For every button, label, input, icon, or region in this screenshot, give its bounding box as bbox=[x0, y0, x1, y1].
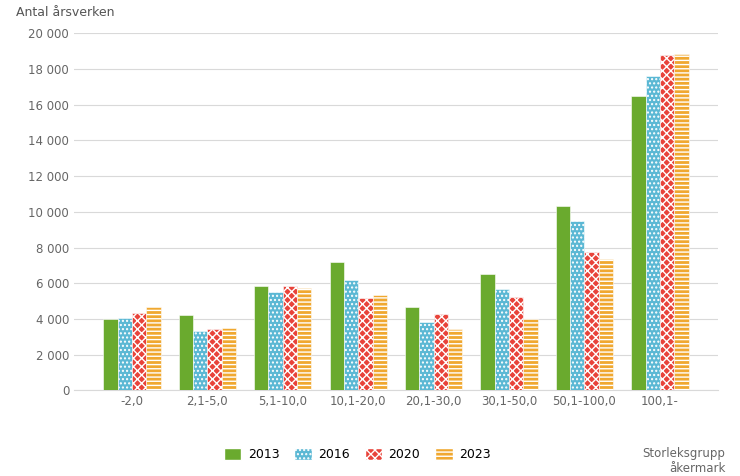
Bar bbox=[283, 286, 297, 390]
Bar bbox=[570, 221, 585, 390]
Bar bbox=[147, 307, 161, 390]
Bar bbox=[405, 307, 420, 390]
Bar bbox=[674, 54, 688, 390]
Bar bbox=[645, 76, 660, 390]
Bar bbox=[118, 318, 132, 390]
Bar bbox=[132, 313, 147, 390]
Bar bbox=[495, 288, 509, 390]
Bar bbox=[269, 292, 283, 390]
Legend: 2013, 2016, 2020, 2023: 2013, 2016, 2020, 2023 bbox=[219, 443, 496, 466]
Bar bbox=[420, 322, 434, 390]
Bar bbox=[631, 96, 645, 390]
Bar bbox=[178, 315, 193, 390]
Bar bbox=[297, 288, 312, 390]
Bar bbox=[222, 328, 236, 390]
Bar bbox=[509, 297, 523, 390]
Bar bbox=[358, 298, 372, 390]
Bar bbox=[448, 329, 462, 390]
Bar bbox=[372, 295, 387, 390]
Bar bbox=[556, 207, 570, 390]
Bar bbox=[480, 274, 495, 390]
Bar bbox=[104, 319, 118, 390]
Bar bbox=[599, 259, 613, 390]
Bar bbox=[434, 315, 448, 390]
Bar bbox=[193, 331, 207, 390]
Text: Antal årsverken: Antal årsverken bbox=[16, 6, 115, 19]
Bar bbox=[660, 55, 674, 390]
Bar bbox=[329, 262, 344, 390]
Bar bbox=[585, 252, 599, 390]
Bar bbox=[523, 319, 538, 390]
Bar bbox=[254, 286, 269, 390]
Bar bbox=[344, 279, 358, 390]
Text: Storleksgrupp
åkermark: Storleksgrupp åkermark bbox=[642, 447, 725, 476]
Bar bbox=[207, 329, 222, 390]
